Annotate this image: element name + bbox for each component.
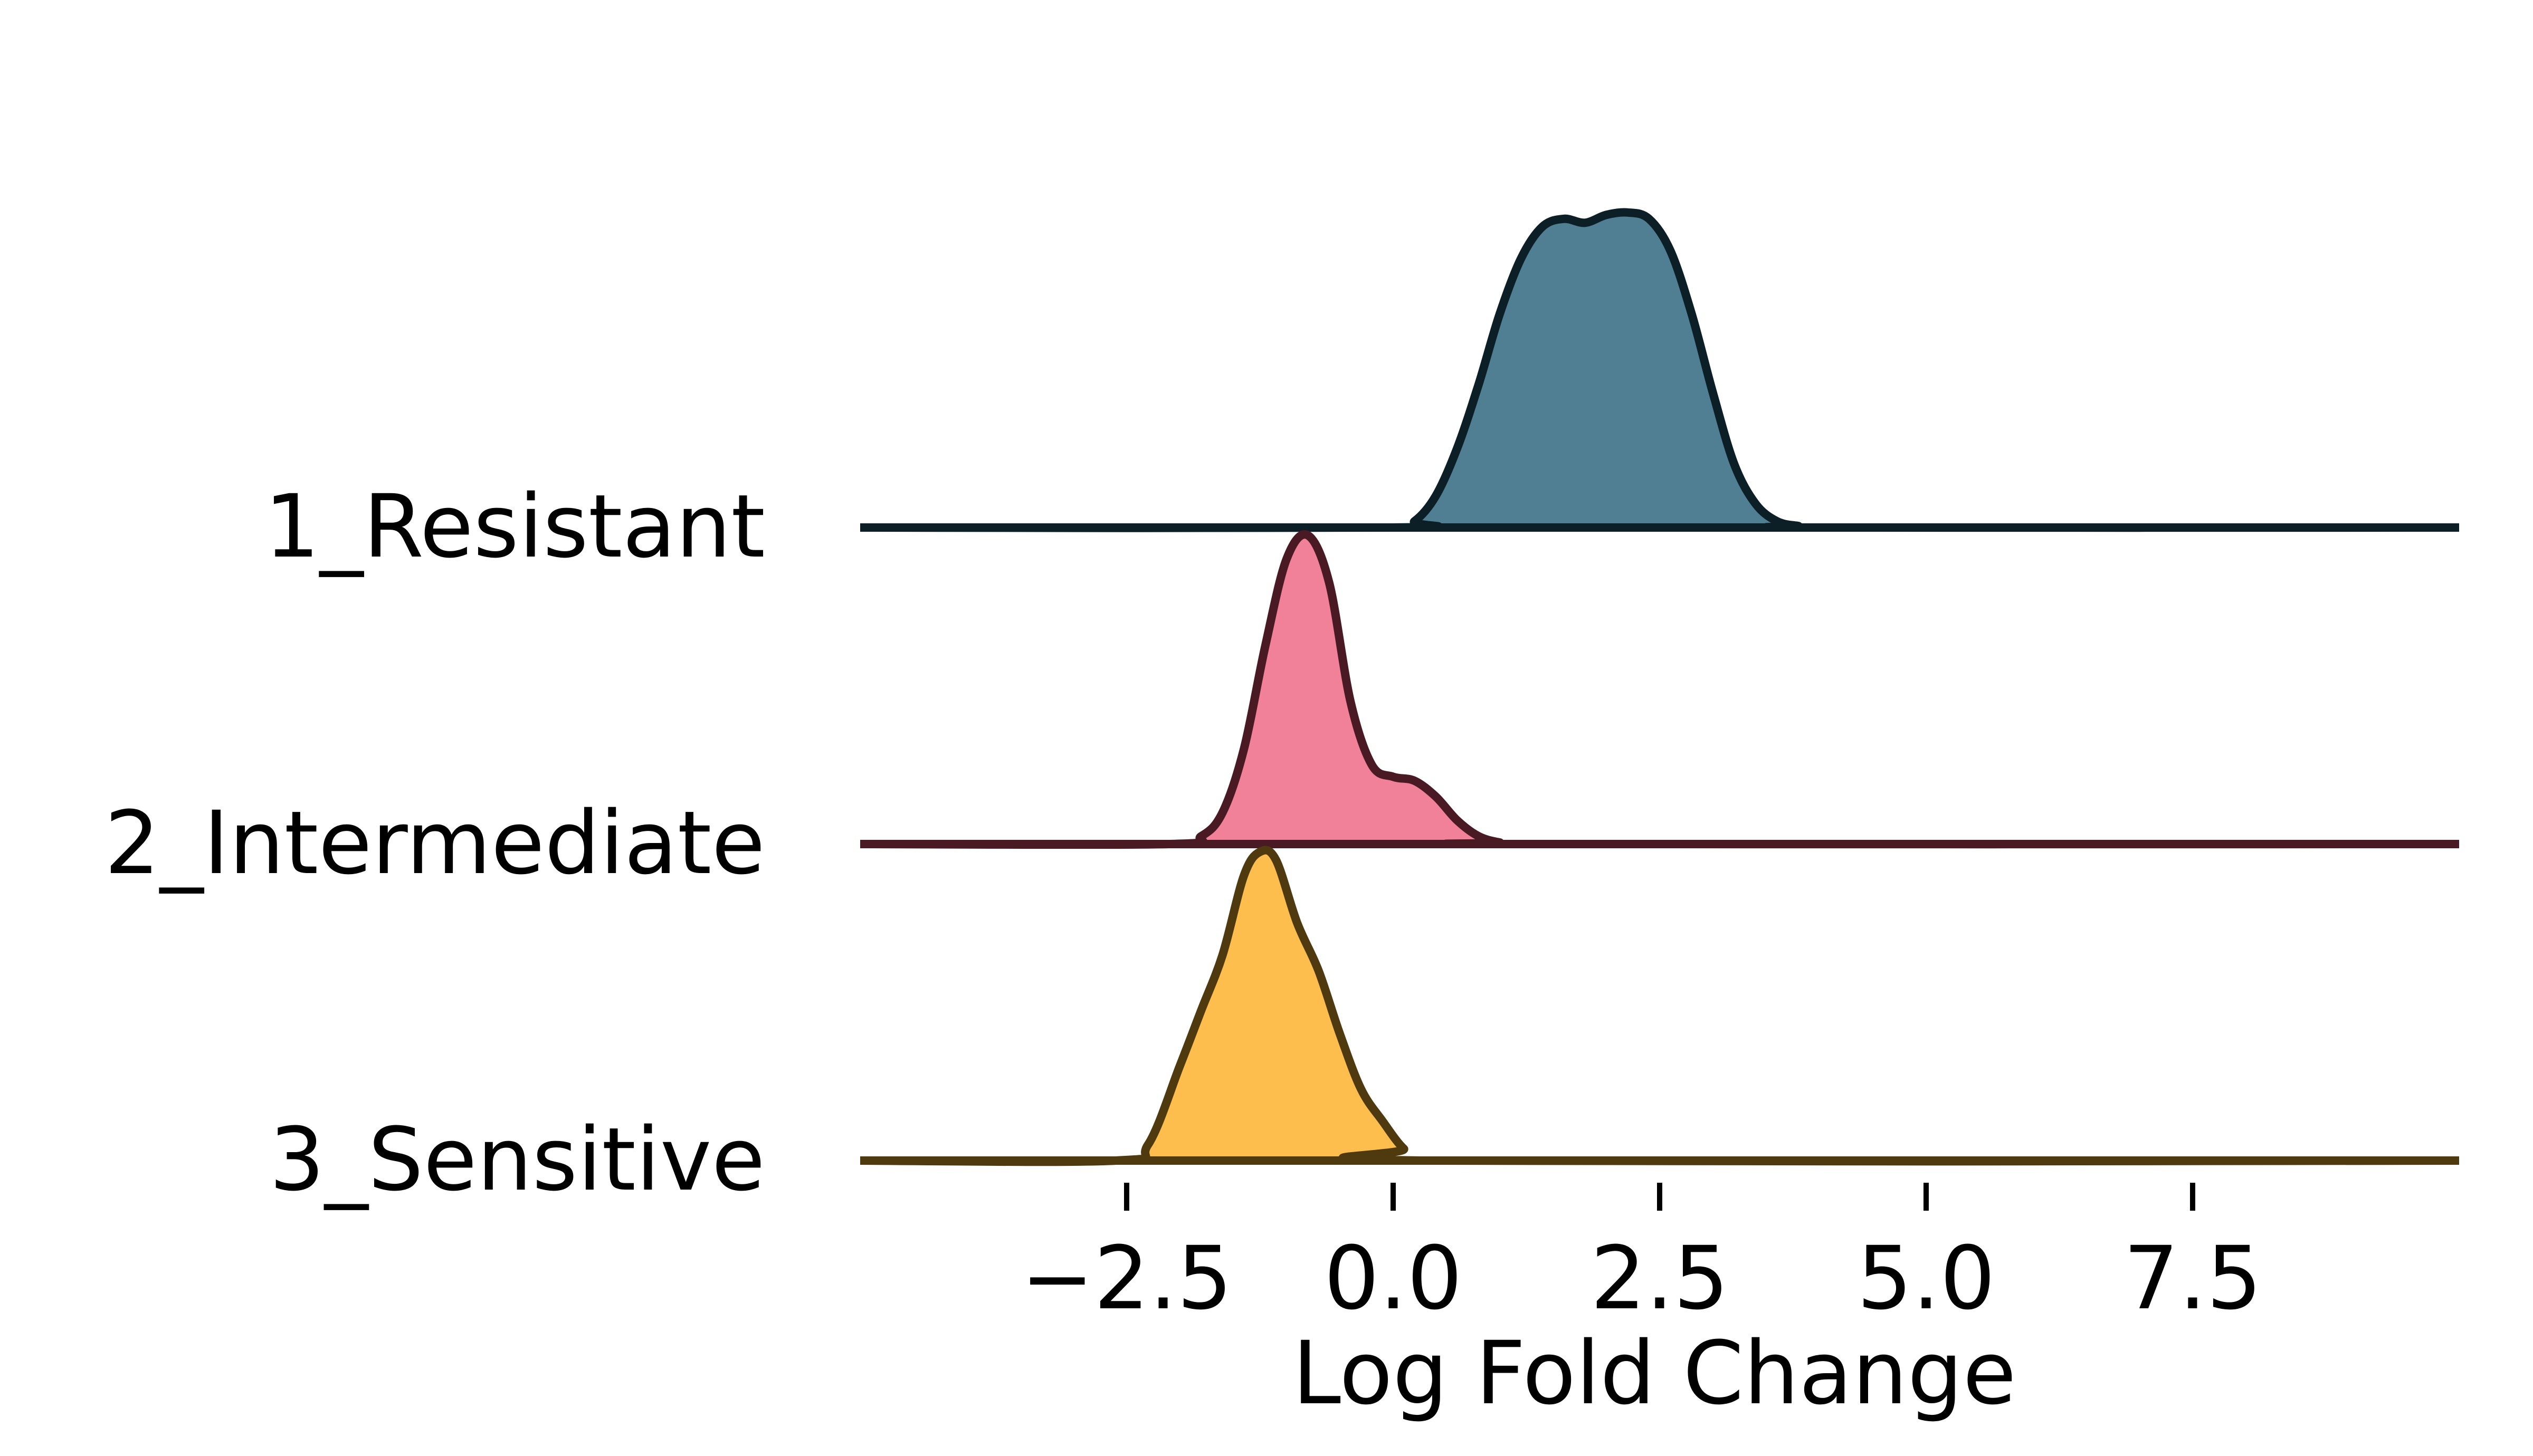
category-label: 2_Intermediate xyxy=(104,792,765,894)
density-area-1_Resistant xyxy=(860,212,2459,528)
ridge-2_Intermediate xyxy=(860,530,2460,849)
category-label: 1_Resistant xyxy=(264,476,765,577)
density-line-2_Intermediate xyxy=(860,530,2460,849)
density-line-3_Sensitive xyxy=(860,846,2460,1166)
x-axis: −2.5 0.0 2.5 5.0 7.5 xyxy=(1021,1183,2262,1329)
x-tick-label: 7.5 xyxy=(2123,1228,2262,1329)
density-area-2_Intermediate xyxy=(860,534,2459,845)
category-label: 3_Sensitive xyxy=(269,1109,765,1210)
x-tick-label: 5.0 xyxy=(1857,1228,1995,1329)
ridges-group xyxy=(860,208,2460,1166)
x-tick-label: −2.5 xyxy=(1021,1228,1233,1329)
category-labels: 1_Resistant 2_Intermediate 3_Sensitive xyxy=(104,476,765,1210)
x-axis-title: Log Fold Change xyxy=(1292,1323,2016,1424)
density-area-3_Sensitive xyxy=(860,850,2459,1162)
x-tick-label: 2.5 xyxy=(1591,1228,1729,1329)
ridge-3_Sensitive xyxy=(860,846,2460,1166)
ridge-1_Resistant xyxy=(860,208,2460,532)
x-tick-label: 0.0 xyxy=(1324,1228,1462,1329)
